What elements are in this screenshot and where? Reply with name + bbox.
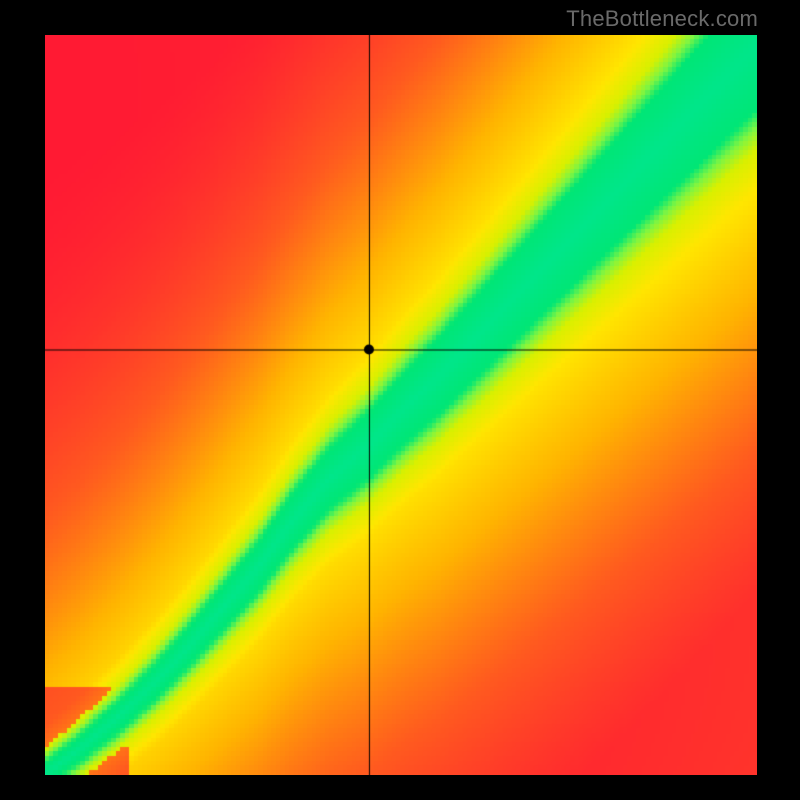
heatmap-canvas <box>45 35 757 775</box>
watermark-text: TheBottleneck.com <box>566 6 758 32</box>
chart-container: TheBottleneck.com <box>0 0 800 800</box>
heatmap-plot <box>45 35 757 775</box>
